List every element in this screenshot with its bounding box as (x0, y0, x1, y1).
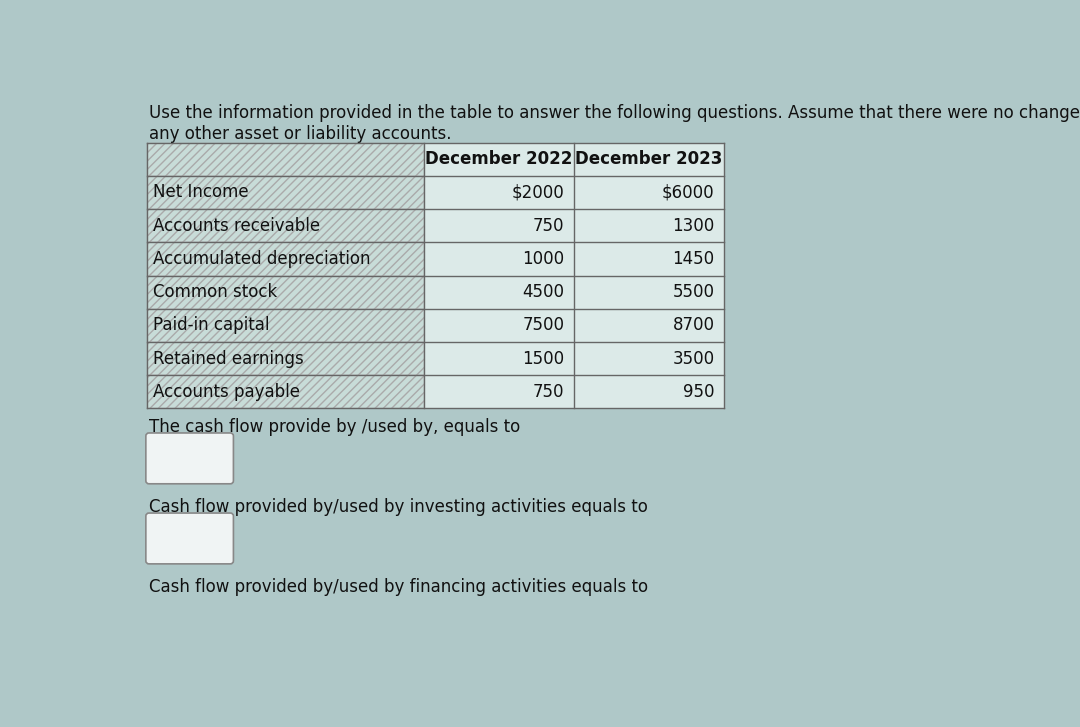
Text: Paid-in capital: Paid-in capital (153, 316, 269, 334)
Text: 1450: 1450 (673, 250, 715, 268)
Bar (147, 176, 423, 209)
Text: The cash flow provide by /used by, equals to: The cash flow provide by /used by, equal… (149, 417, 521, 435)
Text: Accounts payable: Accounts payable (153, 382, 300, 401)
Text: 1500: 1500 (523, 350, 565, 368)
Bar (147, 276, 423, 309)
Bar (147, 342, 423, 375)
Bar (423, 276, 573, 309)
Bar (423, 242, 573, 276)
Text: 1300: 1300 (673, 217, 715, 235)
Text: Cash flow provided by/used by financing activities equals to: Cash flow provided by/used by financing … (149, 578, 648, 595)
Bar (147, 142, 423, 176)
Bar (573, 209, 724, 242)
Bar (573, 342, 724, 375)
Text: 1000: 1000 (523, 250, 565, 268)
Bar (147, 309, 423, 342)
Text: any other asset or liability accounts.: any other asset or liability accounts. (149, 125, 451, 143)
Text: 7500: 7500 (523, 316, 565, 334)
Text: 5500: 5500 (673, 283, 715, 301)
FancyBboxPatch shape (146, 513, 233, 564)
Text: 950: 950 (684, 382, 715, 401)
Text: Accumulated depreciation: Accumulated depreciation (153, 250, 370, 268)
Bar (423, 309, 573, 342)
Text: December 2023: December 2023 (576, 150, 723, 168)
Text: December 2022: December 2022 (426, 150, 572, 168)
Text: Accounts receivable: Accounts receivable (153, 217, 320, 235)
Bar (573, 375, 724, 409)
FancyBboxPatch shape (146, 433, 233, 483)
Bar (147, 375, 423, 409)
Text: 3500: 3500 (673, 350, 715, 368)
Bar (573, 176, 724, 209)
Text: 750: 750 (534, 217, 565, 235)
Bar (423, 142, 573, 176)
Bar (423, 176, 573, 209)
Bar (573, 242, 724, 276)
Bar (573, 309, 724, 342)
Text: $6000: $6000 (662, 183, 715, 201)
Bar (147, 209, 423, 242)
Bar (423, 342, 573, 375)
Text: Cash flow provided by/used by investing activities equals to: Cash flow provided by/used by investing … (149, 498, 648, 515)
Text: Common stock: Common stock (153, 283, 278, 301)
Text: 4500: 4500 (523, 283, 565, 301)
Text: Retained earnings: Retained earnings (153, 350, 303, 368)
Text: 750: 750 (534, 382, 565, 401)
Bar (147, 242, 423, 276)
Bar (423, 209, 573, 242)
Text: $2000: $2000 (512, 183, 565, 201)
Text: Use the information provided in the table to answer the following questions. Ass: Use the information provided in the tabl… (149, 104, 1080, 122)
Bar (423, 375, 573, 409)
Bar (573, 276, 724, 309)
Text: Net Income: Net Income (153, 183, 248, 201)
Bar (573, 142, 724, 176)
Text: 8700: 8700 (673, 316, 715, 334)
